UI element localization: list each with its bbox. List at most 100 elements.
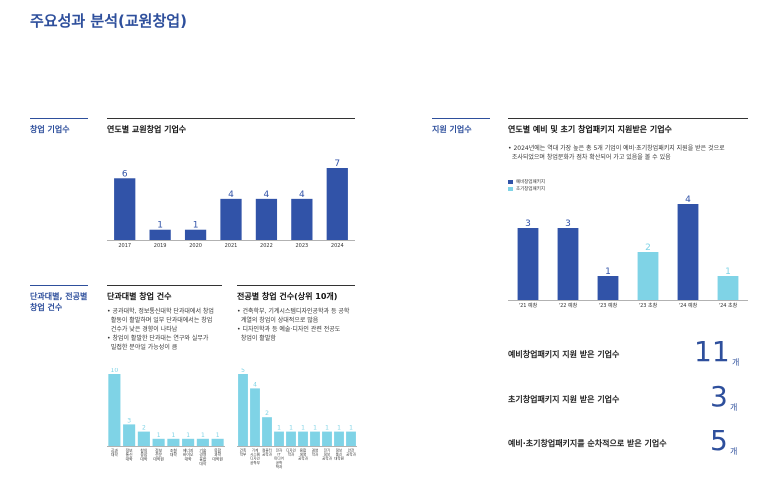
bar	[108, 374, 121, 446]
tick-label: 대학	[126, 457, 133, 462]
bar	[238, 374, 248, 446]
tick-label: 시스템	[250, 452, 260, 457]
tick-label: 안전	[348, 448, 354, 453]
tick-label: 디자인	[286, 448, 296, 453]
side-label-line: 창업 건수	[30, 303, 63, 312]
tick-label: 공학부	[250, 460, 260, 465]
section-rule	[107, 285, 222, 286]
bar	[220, 198, 242, 240]
data-label: 5	[241, 368, 245, 374]
data-label: 10	[111, 368, 119, 374]
major-chart-title: 전공별 창업 건수(상위 10개)	[237, 292, 338, 301]
tick-label: 전문	[155, 452, 162, 457]
data-label: 1	[349, 425, 353, 432]
section-rule	[107, 118, 355, 119]
bar	[196, 438, 209, 446]
bar	[286, 431, 296, 446]
side-label-line: 단과대별, 전공별	[30, 292, 88, 301]
tick-label: 융합	[140, 452, 147, 457]
tick-label: 대학	[185, 457, 192, 462]
bar	[167, 438, 180, 446]
data-label: 1	[301, 425, 305, 432]
legend-item-pre: 예비창업패키지	[508, 178, 545, 185]
stat-unit: 개	[732, 358, 740, 367]
stat-value: 11	[694, 335, 730, 368]
tick-label: 통신	[126, 452, 133, 457]
stat-label: 예비·초기창업패키지를 순차적으로 받은 기업수	[508, 439, 667, 448]
tick-label: 전기	[324, 448, 330, 453]
stat-unit: 개	[730, 403, 738, 412]
tick-label: 정보	[324, 452, 331, 457]
bar	[637, 252, 659, 300]
major-bullets: • 건축학부, 기계시스템디자인공학과 등 공학 계열의 창업이 상대적으로 많…	[237, 307, 357, 343]
tick-label: 공학과	[298, 456, 308, 461]
data-label: 3	[127, 417, 131, 424]
support-bullet: • 2024년에는 역대 가장 높은 총 5개 기업이 예비·초기창업패키지 지…	[508, 145, 725, 161]
tick-label: 미디어	[274, 456, 284, 461]
tick-label: 생명	[300, 452, 306, 457]
tick-label: 2017	[118, 243, 131, 249]
tick-label: 공학과	[262, 452, 272, 457]
tick-label: 2021	[225, 243, 238, 249]
tick-label: '23 초창	[639, 302, 658, 309]
bullet-item: • 창업이 활발한 단과대는 연구와 실무가 밀접한 분야일 가능성이 큼	[107, 335, 209, 351]
data-label: 4	[299, 190, 305, 200]
tick-label: IT	[277, 453, 281, 457]
side-label-support: 지원 기업수	[432, 125, 472, 134]
tick-label: 학과	[288, 452, 295, 457]
tick-label: '23 예창	[599, 302, 618, 309]
data-label: 1	[157, 221, 163, 231]
tick-label: 학과	[276, 464, 283, 469]
stat-both-packages: 예비·초기창업패키지를 순차적으로 받은 기업수 5 개	[508, 424, 748, 464]
data-label: 1	[277, 425, 281, 432]
bar	[322, 431, 332, 446]
tick-label: 에너지	[183, 448, 193, 453]
legend-swatch	[508, 179, 513, 184]
data-label: 2	[142, 425, 146, 432]
tick-label: 2023	[295, 243, 308, 249]
stat-unit: 개	[730, 447, 738, 456]
tick-label: 2024	[331, 243, 344, 249]
data-label: 3	[525, 219, 531, 229]
bar	[123, 424, 136, 446]
tick-label: 기술	[199, 448, 206, 453]
bar	[557, 228, 579, 300]
data-label: 1	[605, 267, 611, 277]
data-label: 4	[253, 381, 257, 388]
side-rule	[432, 118, 490, 119]
support-chart-title: 연도별 예비 및 초기 창업패키지 지원받은 기업수	[508, 125, 672, 134]
tick-label: '24 초창	[719, 302, 738, 309]
tick-label: 대학	[170, 452, 177, 457]
tick-label: 대학	[199, 461, 206, 466]
bar	[517, 228, 539, 300]
data-label: 4	[685, 195, 691, 205]
tick-label: 공학과	[346, 452, 356, 457]
tick-label: 정보	[336, 448, 343, 453]
data-label: 2	[265, 410, 269, 417]
tick-label: 대학	[140, 457, 147, 462]
bar	[255, 198, 278, 240]
data-label: 3	[565, 219, 571, 229]
tick-label: 2019	[154, 243, 167, 249]
bullet-item: • 디자인학과 등 예술·디자인 관련 전공도 창업이 활발함	[237, 326, 341, 342]
tick-label: 대학원	[334, 456, 344, 461]
data-label: 1	[193, 221, 199, 231]
tick-label: '24 예창	[679, 302, 698, 309]
data-label: 7	[334, 159, 340, 169]
bar	[717, 276, 739, 300]
tick-label: 건축	[240, 448, 247, 453]
bar	[291, 198, 313, 240]
bullet-item: • 공과대학, 정보통신대학 단과대에서 창업 활동이 활발하며 일부 단과대에…	[107, 308, 214, 333]
side-label-startups: 창업 기업수	[30, 125, 70, 134]
bar	[677, 204, 699, 300]
college-bullets: • 공과대학, 정보통신대학 단과대에서 창업 활동이 활발하며 일부 단과대에…	[107, 307, 227, 352]
data-label: 4	[228, 190, 234, 200]
data-label: 6	[122, 169, 128, 179]
tick-label: 통신	[336, 452, 342, 457]
tick-label: '21 예창	[519, 302, 538, 309]
tick-label: 학부	[240, 452, 247, 457]
tick-label: 공학과	[322, 456, 332, 461]
data-label: 4	[264, 190, 270, 200]
bar	[149, 229, 171, 240]
bar	[274, 431, 284, 446]
